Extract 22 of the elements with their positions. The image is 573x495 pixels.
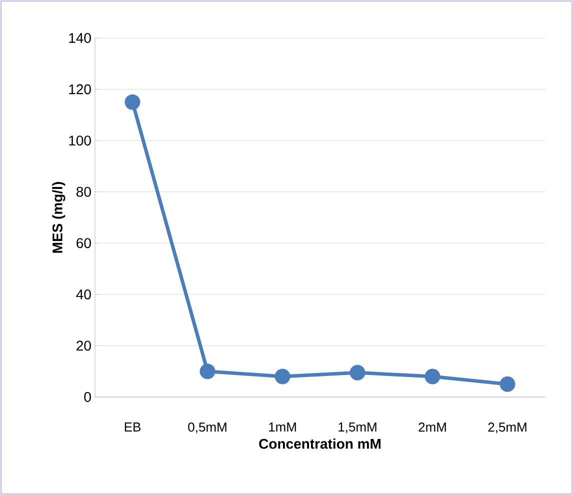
y-axis-title: MES (mg/l) — [52, 182, 66, 253]
x-tick-label: 0,5mM — [188, 422, 226, 434]
y-tick-label: 20 — [76, 340, 91, 351]
x-tick-label: 2mM — [418, 422, 446, 432]
y-tick-label: 60 — [76, 238, 91, 248]
y-tick-label: 120 — [69, 84, 91, 94]
y-tick-label: 40 — [76, 289, 91, 300]
y-tick-label: 140 — [69, 33, 91, 43]
point — [274, 368, 290, 384]
point — [350, 364, 366, 380]
point — [500, 376, 516, 392]
y-tick-label: 100 — [69, 136, 91, 146]
y-tick-label: 0 — [84, 392, 91, 402]
point — [200, 364, 216, 380]
x-tick-label: EB — [124, 422, 140, 432]
x-axis-title: Concentration mM — [259, 438, 380, 449]
point — [124, 94, 140, 110]
x-tick-label: 2,5mM — [488, 422, 526, 434]
y-tick-label: 80 — [76, 186, 91, 197]
point — [424, 368, 440, 384]
x-tick-label: 1,5mM — [338, 422, 376, 434]
x-tick-label: 1mM — [269, 422, 296, 432]
